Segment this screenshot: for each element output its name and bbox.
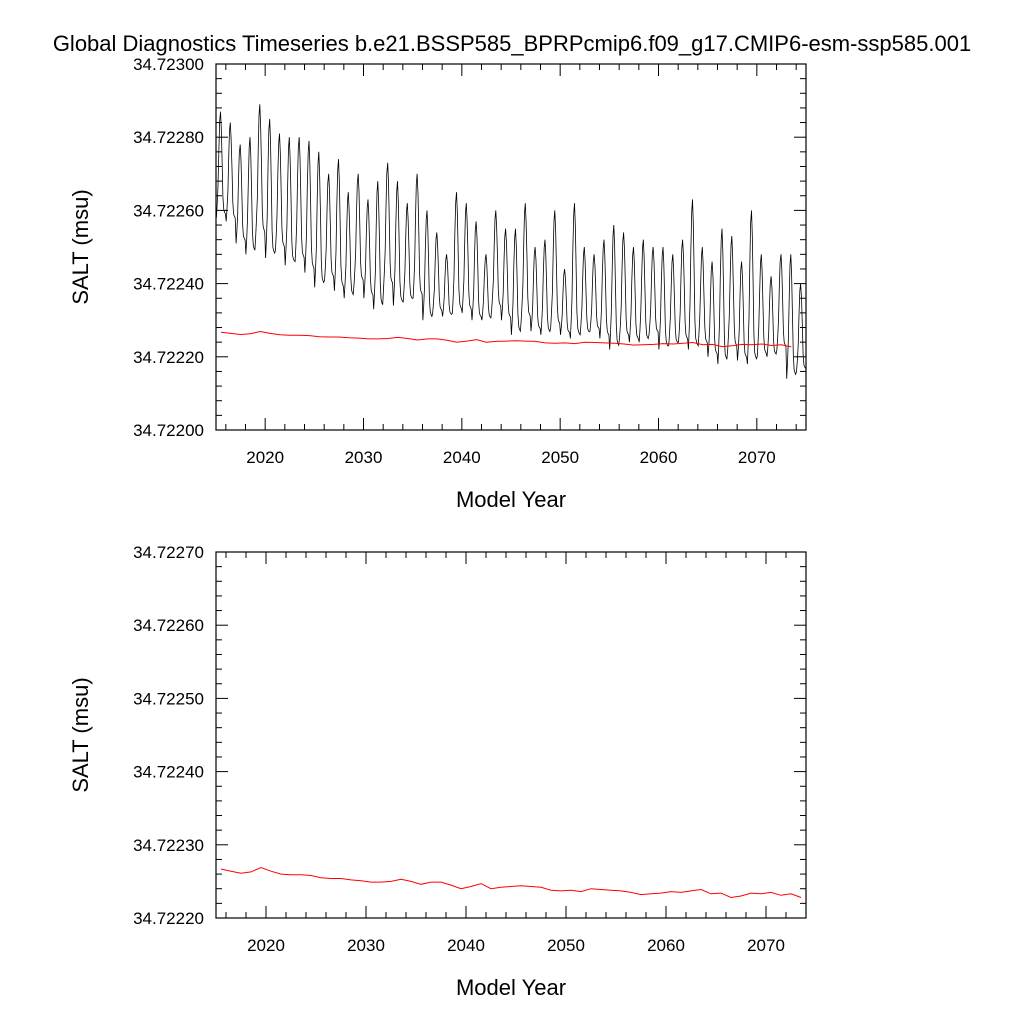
x-tick-label: 2020 bbox=[247, 936, 285, 955]
x-tick-label: 2050 bbox=[547, 936, 585, 955]
x-tick-label: 2040 bbox=[447, 936, 485, 955]
y-axis-title: SALT (msu) bbox=[68, 677, 93, 792]
y-tick-label: 34.72230 bbox=[133, 836, 204, 855]
annual-mean-series-line bbox=[220, 330, 792, 348]
x-tick-label: 2050 bbox=[541, 448, 579, 467]
y-tick-label: 34.72240 bbox=[133, 763, 204, 782]
y-tick-label: 34.72300 bbox=[133, 55, 204, 74]
y-tick-label: 34.72270 bbox=[133, 543, 204, 562]
x-tick-label: 2070 bbox=[738, 448, 776, 467]
annual-mean-series-line bbox=[220, 866, 802, 899]
top-plot: 2020 2030 2040 2050 2060 2070 34.72200 34.72220… bbox=[68, 55, 807, 512]
x-tick-label: 2060 bbox=[647, 936, 685, 955]
x-tick-label: 2040 bbox=[443, 448, 481, 467]
y-tick-label: 34.72260 bbox=[133, 201, 204, 220]
y-tick-label: 34.72260 bbox=[133, 616, 204, 635]
y-axis-title: SALT (msu) bbox=[68, 189, 93, 304]
y-tick-label: 34.72200 bbox=[133, 421, 204, 440]
y-tick-label: 34.72280 bbox=[133, 128, 204, 147]
x-tick-label: 2030 bbox=[347, 936, 385, 955]
y-tick-label: 34.72240 bbox=[133, 275, 204, 294]
x-tick-label: 2030 bbox=[345, 448, 383, 467]
x-tick-label: 2020 bbox=[246, 448, 284, 467]
bottom-plot: 2020 2030 2040 2050 2060 2070 34.72220 34.72230… bbox=[68, 543, 807, 1000]
y-tick-label: 34.72220 bbox=[133, 348, 204, 367]
plot-frame bbox=[215, 551, 807, 919]
x-axis-title: Model Year bbox=[456, 975, 566, 1000]
y-tick-label: 34.72250 bbox=[133, 689, 204, 708]
x-tick-label: 2060 bbox=[640, 448, 678, 467]
chart-title: Global Diagnostics Timeseries b.e21.BSSP… bbox=[53, 31, 971, 56]
x-tick-label: 2070 bbox=[747, 936, 785, 955]
plot-frame bbox=[215, 63, 807, 431]
y-tick-label: 34.72220 bbox=[133, 909, 204, 928]
x-axis-title: Model Year bbox=[456, 487, 566, 512]
